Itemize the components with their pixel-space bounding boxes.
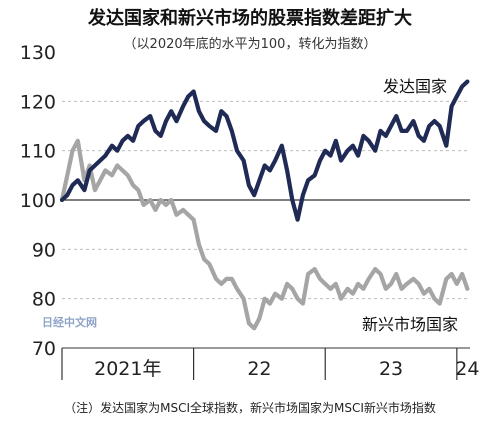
series-label-developed: 发达国家 bbox=[383, 77, 447, 96]
x-tick-label: 2021年 bbox=[94, 358, 161, 380]
y-tick-label: 110 bbox=[20, 141, 56, 163]
watermark-logo: 日经中文网 bbox=[42, 315, 97, 329]
x-tick-label: 22 bbox=[247, 358, 271, 380]
series-label-emerging: 新兴市场国家 bbox=[362, 315, 458, 334]
y-tick-label: 70 bbox=[32, 338, 56, 360]
chart-subtitle: （以2020年底的水平为100，转化为指数） bbox=[124, 36, 377, 52]
y-tick-label: 100 bbox=[20, 190, 56, 212]
plot-area: 70 80 90 100 110 120 130 2021年 22 23 24 bbox=[20, 42, 479, 380]
y-tick-label: 130 bbox=[20, 42, 56, 64]
series-lines bbox=[59, 79, 470, 331]
y-axis-ticks: 70 80 90 100 110 120 130 bbox=[20, 42, 56, 360]
chart-title: 发达国家和新兴市场的股票指数差距扩大 bbox=[87, 7, 412, 29]
y-tick-label: 90 bbox=[32, 239, 56, 261]
chart-note: （注）发达国家为MSCI全球指数，新兴市场国家为MSCI新兴市场指数 bbox=[64, 400, 436, 415]
y-tick-label: 120 bbox=[20, 91, 56, 113]
y-tick-label: 80 bbox=[32, 289, 56, 311]
x-axis: 2021年 22 23 24 bbox=[61, 347, 479, 380]
series-line-developed bbox=[59, 79, 470, 222]
series-line-emerging bbox=[59, 138, 470, 331]
x-tick-label: 23 bbox=[379, 358, 403, 380]
x-tick-label: 24 bbox=[455, 358, 479, 380]
